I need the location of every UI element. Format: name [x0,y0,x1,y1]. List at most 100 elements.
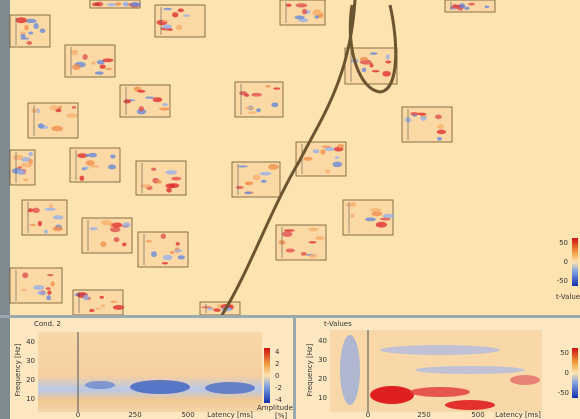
x-tick-label: 0 [76,411,80,419]
tile-blob [163,7,173,11]
blob [205,382,255,394]
tile-blob [247,111,257,114]
colorbar-label: Amplitude [257,404,293,412]
tile-blob [82,54,88,60]
tile-blob [21,162,33,168]
tile-blob [217,304,222,308]
colorbar-tick: 50 [560,349,569,357]
tile-blob [79,175,85,181]
tile-blob [89,308,95,313]
tile-blob [375,223,382,227]
tile-blob [237,165,248,168]
tile-blob [359,56,369,62]
tile-blob [264,85,271,88]
tile-blob [88,152,98,158]
tile-blob [72,64,81,71]
colorbar-tick: -2 [275,384,282,392]
panel-title: t-Values [324,320,352,328]
tile-blob [260,179,267,183]
tile-blob [58,105,63,109]
tile-blob [66,113,78,118]
tile-blob [152,97,163,103]
tile-blob [320,149,326,155]
y-tick-label: 40 [26,338,35,346]
tile-blob [96,59,105,65]
tile-blob [379,217,391,221]
tile-blob [37,290,47,296]
tile-blob [17,169,26,175]
tile-blob [369,63,374,68]
tile-blob [112,305,125,310]
tile-blob [99,295,104,299]
tile-blob [252,174,261,181]
tile-blob [23,178,29,182]
tile-blob [28,158,33,164]
y-tick-label: 20 [318,375,327,383]
tile-blob [177,8,184,13]
tile-blob [244,93,250,97]
tile-blob [160,233,166,239]
tile-blob [436,129,447,135]
tile-blob [90,165,100,168]
y-tick-label: 30 [26,357,35,365]
tile-blob [295,3,308,8]
tile-blob [101,219,112,226]
tile-blob [312,149,320,154]
blob [510,375,540,385]
blob [340,335,360,405]
tile-blob [52,215,64,220]
tile-blob [110,300,118,303]
tile [401,106,453,143]
x-tick-label: 250 [128,411,141,419]
tile-blob [105,67,113,71]
tile-blob [177,255,185,260]
tile-blob [77,153,88,158]
tile-blob [308,254,318,259]
tile-blob [140,184,152,188]
tile-blob [302,8,307,15]
tile-blob [15,17,28,24]
tile-blob [207,307,214,311]
tile-blob [22,272,29,279]
spectrogram [38,332,262,412]
tile-blob [382,213,395,219]
x-tick-label: 500 [471,411,484,419]
tile-blob [145,240,152,243]
tile-blob [285,248,295,253]
tile-blob [324,147,335,152]
tile-blob [459,3,466,9]
tile-blob [300,251,307,256]
tile-blob [122,1,129,7]
tile-blob [286,3,292,7]
tile-blob [172,12,179,18]
tile-blob [174,249,183,253]
colorbar-tick: 0 [565,369,569,377]
tile-blob [20,33,26,38]
colorbar [572,238,578,286]
tile-blob [106,3,117,7]
colorbar-tick: 4 [275,348,280,356]
tile-blob [46,295,51,301]
tile-blob [94,71,104,75]
tile-blob [151,251,157,258]
tile-blob [435,114,442,120]
y-tick-label: 40 [318,337,327,345]
tile-blob [158,107,171,111]
tile-blob [364,217,377,222]
tile-blob [294,15,305,20]
head-outline [220,0,357,316]
tile-blob [71,105,77,109]
tile-blob [121,242,127,247]
tile-blob [19,37,30,40]
tile-blob [162,103,169,107]
tile-blob [162,254,173,261]
colorbar-label: t-Values [556,293,580,301]
x-tick-label: 0 [366,411,370,419]
tile-blob [167,28,173,31]
tile-blob [468,2,476,6]
tile-blob [37,123,45,129]
tile-blob [410,111,419,116]
tile-blob [84,166,89,170]
tile-blob [334,156,340,159]
tile-blob [47,273,54,277]
